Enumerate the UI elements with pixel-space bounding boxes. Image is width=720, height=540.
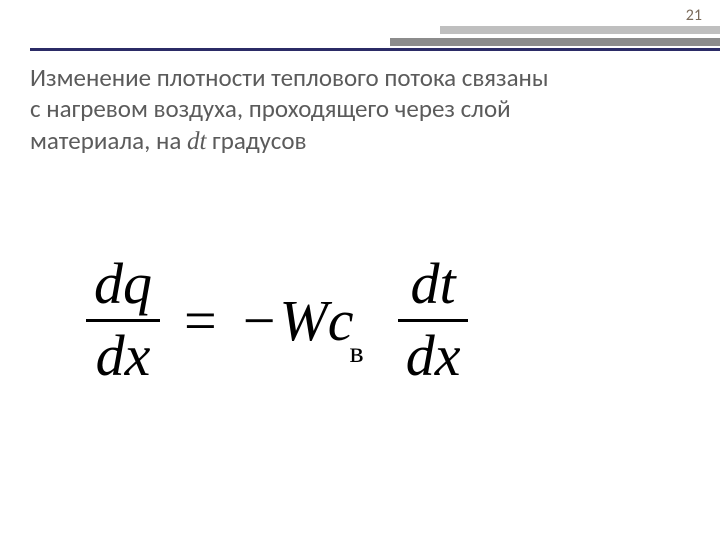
title-line1: Изменение плотности теплового потока свя…	[30, 62, 549, 93]
header-accent-bars	[390, 26, 720, 48]
equals-sign: =	[166, 287, 235, 354]
equation-row: dq dx = − Wcв dt dx	[80, 220, 640, 420]
fraction-right-den: dx	[398, 326, 469, 387]
coefficient-term: Wcв	[279, 287, 377, 354]
fraction-right: dt dx	[392, 254, 475, 387]
minus-sign: −	[235, 287, 280, 354]
coef-subscript: в	[350, 336, 374, 370]
title-text: Изменение плотности теплового потока свя…	[30, 62, 690, 157]
equation: dq dx = − Wcв dt dx	[80, 220, 640, 420]
header-bar-top	[440, 26, 720, 34]
title-divider	[30, 48, 720, 51]
slide: 21 Изменение плотности теплового потока …	[0, 0, 720, 540]
title-dt: dt	[187, 128, 206, 155]
fraction-right-num: dt	[403, 254, 464, 315]
title-line2: с нагревом воздуха, проходящего через сл…	[30, 93, 511, 124]
title-line3a: материала, на	[30, 125, 187, 156]
fraction-left-den: dx	[88, 326, 159, 387]
fraction-left-num: dq	[86, 254, 160, 315]
header-bar-bottom	[390, 38, 720, 46]
fraction-left: dq dx	[80, 254, 166, 387]
title-line3b: градусов	[206, 125, 306, 156]
coef-W: W	[279, 287, 327, 354]
fraction-left-bar	[86, 319, 160, 322]
fraction-right-bar	[398, 319, 469, 322]
page-number: 21	[686, 6, 702, 25]
